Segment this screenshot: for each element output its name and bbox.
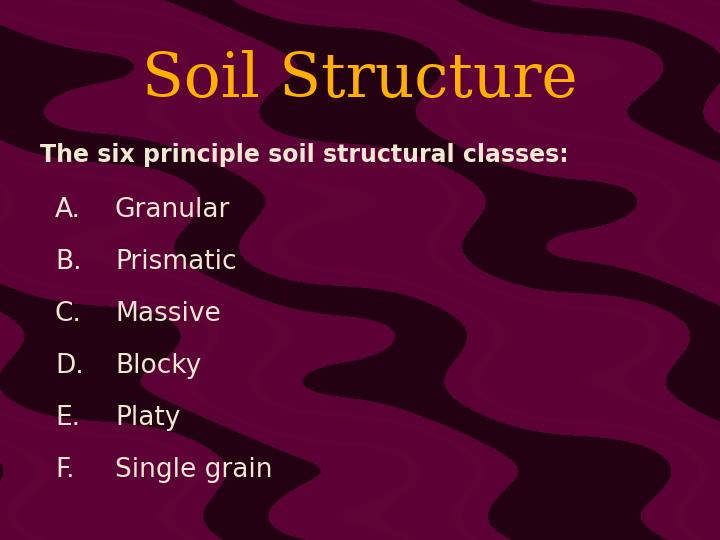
Text: Prismatic: Prismatic xyxy=(115,249,237,275)
Text: F.: F. xyxy=(55,457,74,483)
Text: Blocky: Blocky xyxy=(115,353,202,379)
Text: Single grain: Single grain xyxy=(115,457,272,483)
Text: E.: E. xyxy=(55,405,80,431)
Text: A.: A. xyxy=(55,197,81,223)
Text: D.: D. xyxy=(55,353,84,379)
Text: C.: C. xyxy=(55,301,82,327)
Text: B.: B. xyxy=(55,249,81,275)
Text: Granular: Granular xyxy=(115,197,230,223)
Text: Massive: Massive xyxy=(115,301,221,327)
Text: Soil Structure: Soil Structure xyxy=(142,50,578,110)
Text: Platy: Platy xyxy=(115,405,181,431)
Text: The six principle soil structural classes:: The six principle soil structural classe… xyxy=(40,143,569,167)
